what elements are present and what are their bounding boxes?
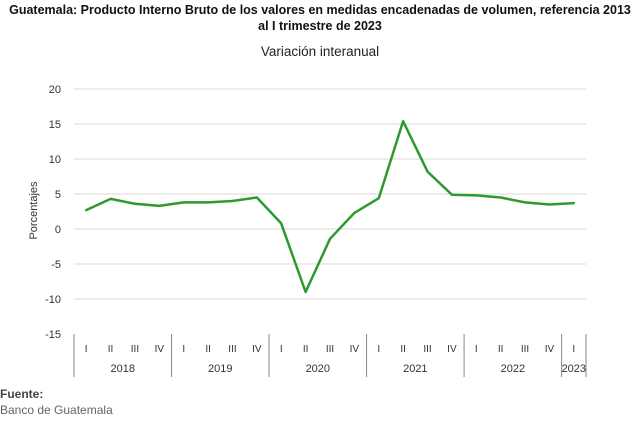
x-tick-label-quarter: II [205, 344, 211, 355]
data-point [426, 170, 429, 173]
y-tick-label: 10 [49, 154, 61, 166]
y-tick-label: -15 [45, 329, 61, 341]
x-tick-label-quarter: II [498, 344, 504, 355]
data-point [499, 196, 502, 199]
y-axis-label: Porcentajes [28, 181, 40, 240]
data-point [182, 201, 185, 204]
x-tick-label-quarter: IV [252, 344, 262, 355]
footer-label: Fuente: [0, 387, 44, 401]
x-tick-label-quarter: I [182, 344, 185, 355]
x-tick-label-quarter: I [280, 344, 283, 355]
data-point [280, 222, 283, 225]
x-tick-label-year: 2019 [208, 363, 232, 375]
y-tick-label: 15 [49, 119, 61, 131]
data-point [134, 203, 136, 205]
x-tick-label-quarter: IV [350, 344, 360, 355]
data-point [573, 202, 575, 204]
data-point [451, 193, 453, 196]
x-tick-label-quarter: II [400, 344, 406, 355]
x-tick-label-quarter: III [423, 344, 431, 355]
x-tick-label-year: 2021 [403, 363, 427, 375]
x-tick-label-year: 2023 [562, 363, 586, 375]
chart-title: Guatemala: Producto Interno Bruto de los… [0, 2, 640, 34]
data-point [548, 203, 551, 206]
data-point [329, 238, 331, 240]
data-point [109, 198, 112, 200]
data-point [475, 194, 478, 197]
chart-title-line2: al I trimestre de 2023 [258, 19, 382, 33]
x-tick-label-quarter: III [326, 344, 334, 355]
x-tick-label-year: 2022 [501, 363, 525, 375]
data-point [158, 205, 161, 207]
data-point [85, 209, 87, 211]
x-tick-label-quarter: III [228, 344, 236, 355]
data-point [304, 291, 307, 293]
x-tick-label-quarter: IV [155, 344, 165, 355]
x-tick-label-quarter: I [475, 344, 478, 355]
chart-title-line1: Guatemala: Producto Interno Bruto de los… [9, 3, 631, 17]
x-tick-label-quarter: IV [545, 344, 555, 355]
data-point [353, 212, 356, 214]
chart-subtitle: Variación interanual [260, 44, 380, 59]
x-tick-label-quarter: III [521, 344, 529, 355]
data-point [207, 201, 209, 204]
y-tick-label: 0 [55, 224, 61, 236]
x-tick-label-quarter: II [108, 344, 114, 355]
footer-source: Banco de Guatemala [0, 403, 113, 417]
data-point [231, 200, 234, 202]
y-tick-label: -5 [51, 259, 61, 271]
x-tick-label-year: 2020 [306, 363, 330, 375]
x-tick-label-year: 2018 [111, 363, 135, 375]
y-tick-label: -10 [45, 294, 61, 306]
data-point [256, 196, 258, 199]
x-tick-label-quarter: III [131, 344, 139, 355]
data-point [524, 201, 526, 204]
x-tick-label-quarter: I [572, 344, 575, 355]
data-point [377, 197, 380, 199]
data-point [402, 120, 404, 122]
x-tick-label-quarter: I [377, 344, 380, 355]
x-tick-label-quarter: I [85, 344, 88, 355]
y-tick-label: 20 [49, 84, 61, 96]
y-tick-label: 5 [55, 189, 61, 201]
x-tick-label-quarter: IV [447, 344, 457, 355]
x-tick-label-quarter: II [303, 344, 309, 355]
